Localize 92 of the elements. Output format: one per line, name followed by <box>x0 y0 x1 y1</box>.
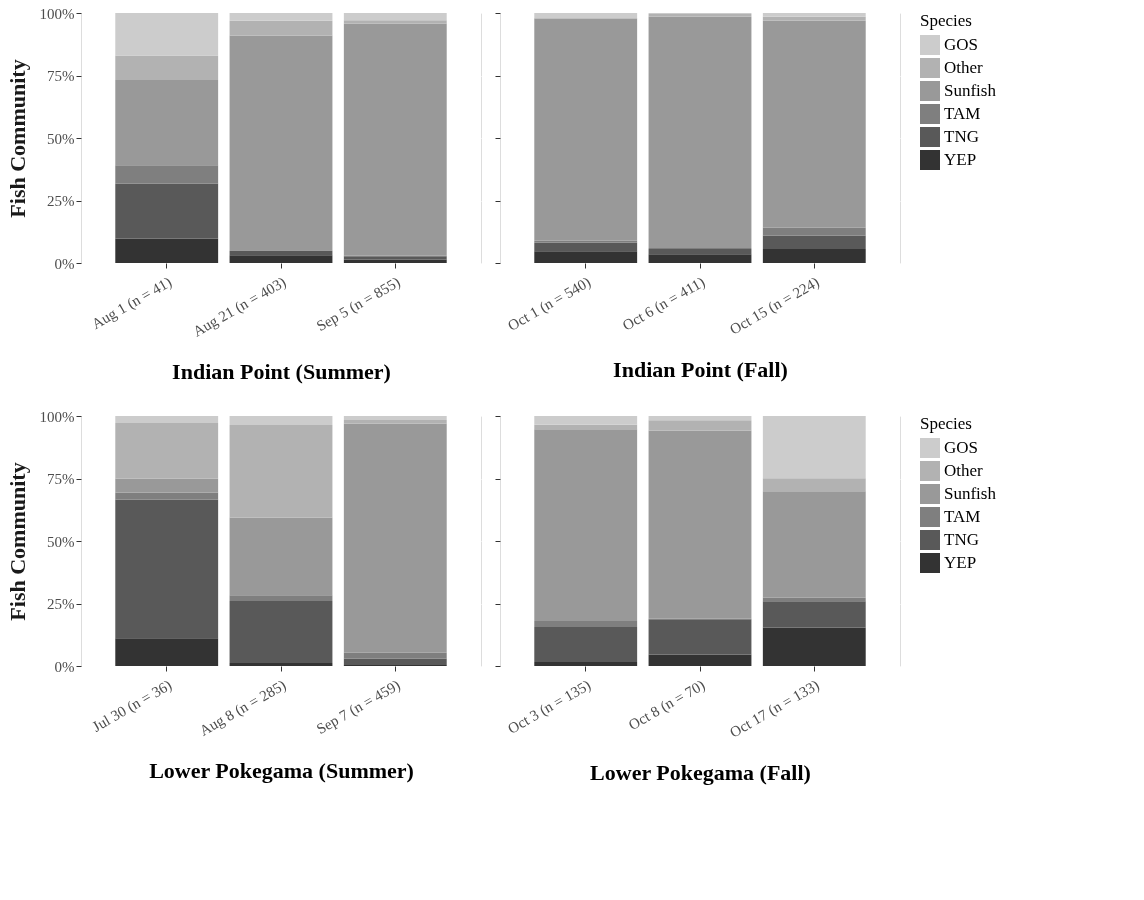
legend-label: TAM <box>944 507 981 526</box>
y-tick-label: 25% <box>47 193 75 209</box>
bar <box>229 20 333 36</box>
legend-label: TNG <box>944 530 979 549</box>
bar <box>534 429 638 621</box>
bar <box>762 235 866 249</box>
bar <box>343 652 447 659</box>
bar <box>762 601 866 628</box>
bar <box>534 621 638 627</box>
bar <box>229 13 333 21</box>
bar <box>648 249 752 255</box>
bar <box>115 13 219 56</box>
x-tick-label: Aug 1 (n = 41) <box>88 273 175 333</box>
y-tick-label: 0% <box>54 658 75 675</box>
bar <box>534 18 638 241</box>
bar <box>115 80 219 166</box>
x-tick-label: Oct 8 (n = 70) <box>625 676 708 734</box>
x-axis-title: Indian Point (Fall) <box>613 356 788 382</box>
legend-label: Other <box>944 58 984 77</box>
x-tick-label: Aug 21 (n = 403) <box>190 273 289 341</box>
x-tick-label: Aug 8 (n = 285) <box>196 676 289 740</box>
bar <box>115 423 219 479</box>
y-tick-label: 25% <box>47 596 75 612</box>
bar <box>534 416 638 425</box>
y-tick-label: 50% <box>47 130 75 147</box>
bar <box>343 23 447 256</box>
x-tick-label: Oct 17 (n = 133) <box>727 676 823 742</box>
legend-title: Species <box>920 11 972 30</box>
y-tick-label: 75% <box>47 68 75 84</box>
bar <box>343 658 447 665</box>
legend-label: Sunfish <box>944 81 997 100</box>
legend-label: GOS <box>944 35 979 54</box>
bar <box>343 20 447 24</box>
bar <box>115 165 219 184</box>
y-tick-label: 50% <box>47 533 75 550</box>
x-tick-label: Oct 6 (n = 411) <box>619 273 708 335</box>
bar <box>343 420 447 424</box>
bar <box>343 416 447 420</box>
x-tick-label: Oct 3 (n = 135) <box>505 676 594 738</box>
bar <box>534 240 638 243</box>
bar <box>762 227 866 236</box>
bar <box>534 242 638 252</box>
bar <box>115 183 219 239</box>
x-axis-title: Lower Pokegama (Fall) <box>590 759 811 785</box>
bar <box>229 595 333 601</box>
x-tick-label: Oct 15 (n = 224) <box>727 273 823 339</box>
y-tick-label: 75% <box>47 471 75 487</box>
x-axis-title: Lower Pokegama (Summer) <box>149 757 414 783</box>
bar <box>762 416 866 479</box>
legend-label: Sunfish <box>944 484 997 503</box>
bar <box>343 13 447 21</box>
x-tick-label: Sep 5 (n = 855) <box>313 273 404 336</box>
text: GOS <box>944 438 979 457</box>
bar <box>762 13 866 17</box>
legend-label: YEP <box>944 150 977 169</box>
bar <box>534 627 638 662</box>
bar <box>115 416 219 423</box>
x-tick-label: Jul 30 (n = 36) <box>89 676 175 736</box>
bar <box>762 491 866 598</box>
bar <box>115 55 219 80</box>
y-axis-title: Fish Community <box>4 462 30 621</box>
bar <box>648 430 752 619</box>
y-axis-title: Fish Community <box>4 59 30 218</box>
legend-label: TNG <box>944 127 979 146</box>
y-tick-label: 100% <box>39 408 75 425</box>
bar <box>343 423 447 653</box>
x-axis-title: Indian Point (Summer) <box>172 358 391 384</box>
bar <box>115 492 219 500</box>
bar <box>229 517 333 596</box>
bar <box>229 416 333 425</box>
bar <box>762 478 866 492</box>
y-tick-label: 100% <box>39 5 75 22</box>
bar <box>229 601 333 663</box>
bar <box>648 416 752 421</box>
bar <box>229 35 333 251</box>
bar <box>229 251 333 256</box>
bar <box>648 619 752 655</box>
bar <box>762 20 866 228</box>
x-tick-label: Sep 7 (n = 459) <box>313 676 404 739</box>
legend-label: YEP <box>944 553 977 572</box>
y-tick-label: 0% <box>54 255 75 272</box>
bar <box>762 16 866 21</box>
legend-title: Species <box>920 414 972 433</box>
bar <box>648 16 752 248</box>
bar <box>115 478 219 493</box>
bar <box>534 13 638 18</box>
bar <box>115 499 219 639</box>
legend-label: Other <box>944 461 984 480</box>
bar <box>648 420 752 431</box>
bar <box>229 425 333 518</box>
x-tick-label: Oct 1 (n = 540) <box>505 273 594 335</box>
legend-label: TAM <box>944 104 981 123</box>
